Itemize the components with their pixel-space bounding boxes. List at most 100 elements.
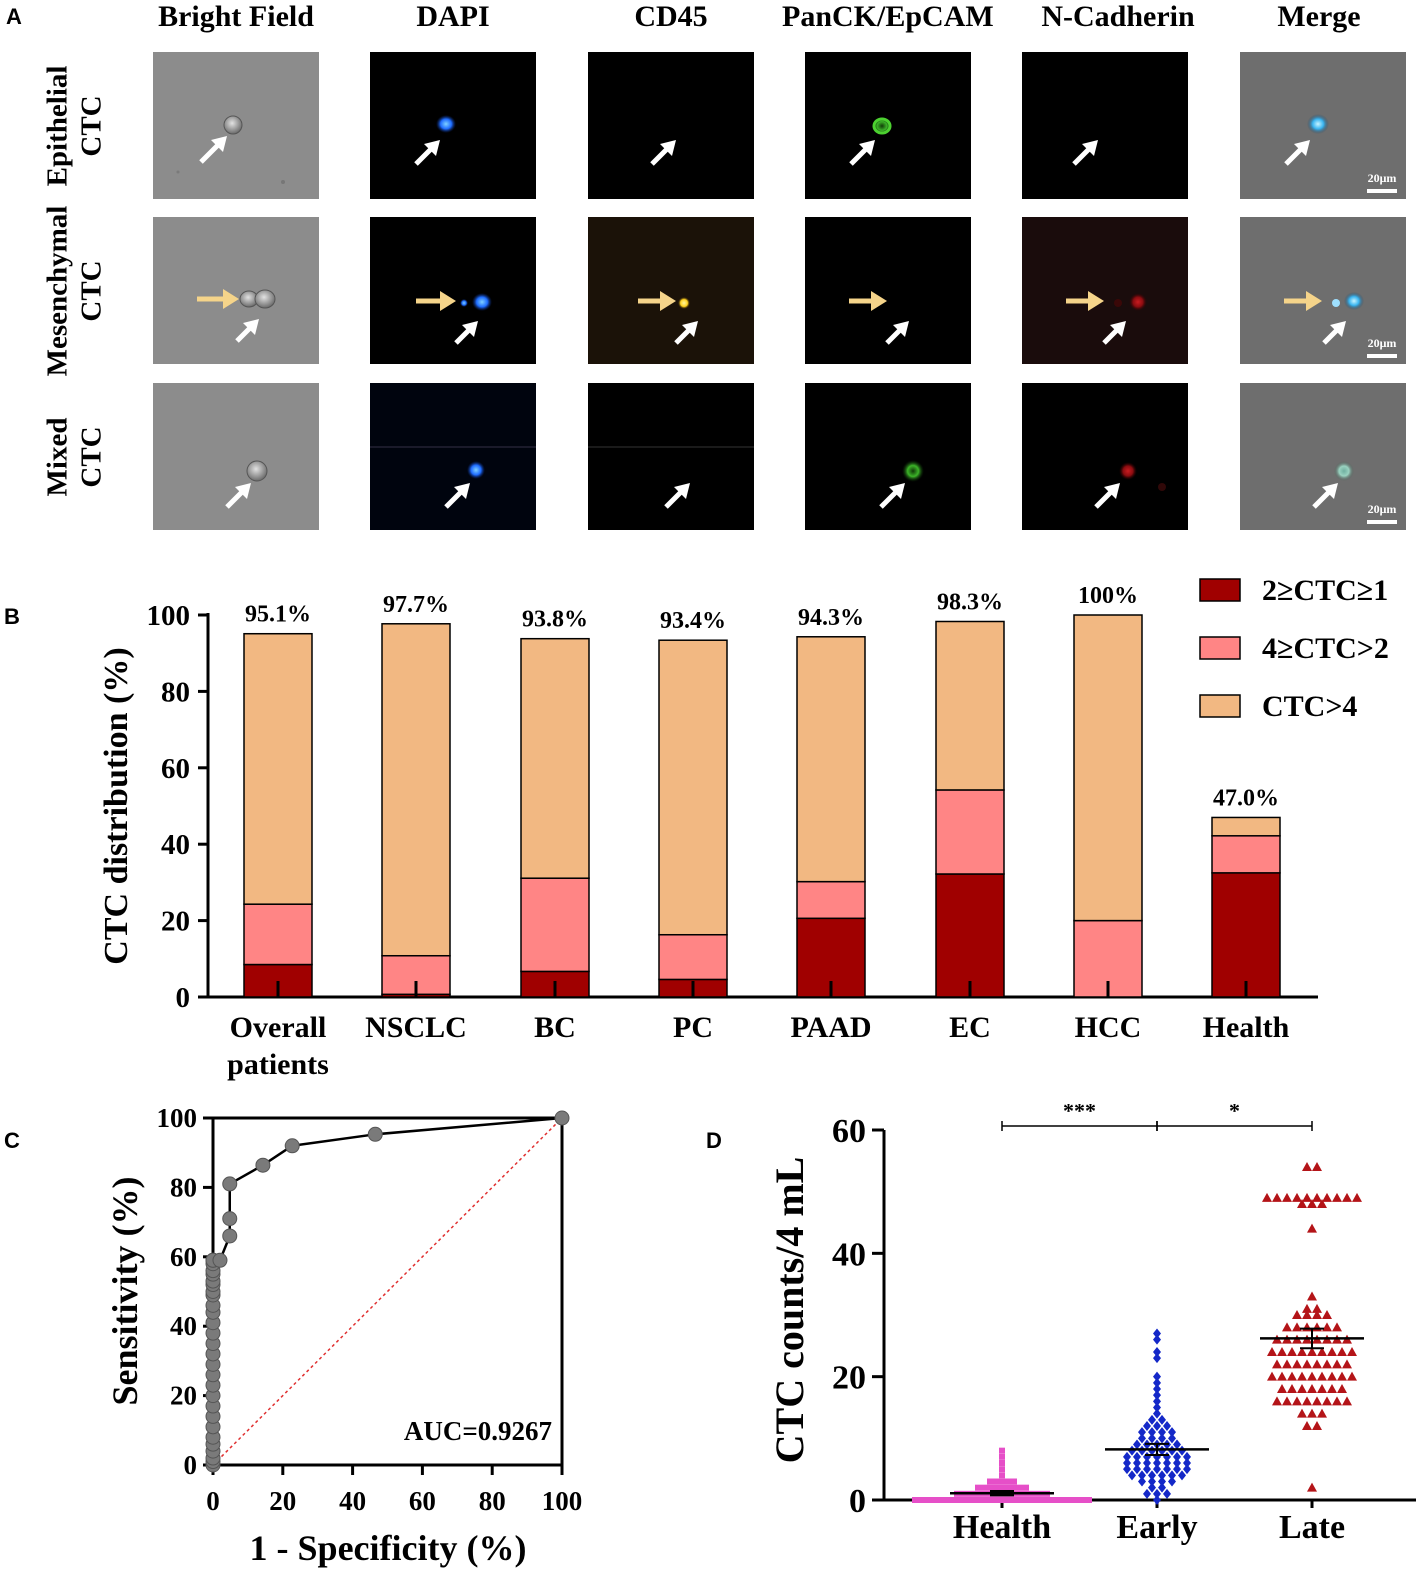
data-point xyxy=(1322,1322,1332,1332)
white-arrow-icon xyxy=(225,483,251,509)
data-point xyxy=(1307,1199,1317,1208)
data-point xyxy=(1312,1303,1322,1313)
row-label-line2: CTC xyxy=(75,94,108,157)
y-tick-label: 0 xyxy=(176,982,191,1014)
x-axis-title: 1 - Specificity (%) xyxy=(250,1528,527,1568)
data-point xyxy=(978,1497,984,1503)
data-point xyxy=(1153,1421,1161,1431)
data-point xyxy=(1337,1371,1347,1381)
micrograph-mesenchymal-panck xyxy=(805,217,971,364)
data-point xyxy=(1282,1359,1292,1369)
scale-bar-label: 20μm xyxy=(1368,502,1397,516)
data-point xyxy=(1005,1484,1011,1491)
data-point xyxy=(1153,1408,1161,1419)
white-arrow-icon xyxy=(849,140,875,166)
data-point xyxy=(1332,1322,1342,1332)
data-point xyxy=(1080,1497,1086,1503)
data-point xyxy=(1148,1414,1156,1425)
data-point xyxy=(1297,1408,1307,1418)
yellow-arrow-icon xyxy=(638,291,676,311)
x-tick-label: 20 xyxy=(269,1486,296,1516)
data-point xyxy=(1312,1162,1322,1171)
data-point xyxy=(1143,1464,1151,1475)
white-arrow-icon xyxy=(674,321,698,345)
x-category-label: Early xyxy=(1116,1509,1197,1546)
data-point xyxy=(1133,1458,1141,1468)
stacked-bar-chart: 0 20 40 60 80 100 CTC distribution (%) 95.1% Ov… xyxy=(98,574,1389,1081)
data-point xyxy=(999,1460,1005,1466)
data-point xyxy=(1307,1347,1317,1356)
significance-label: * xyxy=(1229,1104,1240,1123)
white-arrow-icon xyxy=(454,321,478,345)
data-point xyxy=(912,1497,918,1503)
data-point xyxy=(1178,1470,1186,1481)
data-point xyxy=(999,1453,1005,1460)
bar-segment xyxy=(935,873,1005,998)
white-arrow-icon xyxy=(1284,140,1310,166)
bar-total-label: 95.1% xyxy=(245,602,311,628)
data-point xyxy=(1148,1476,1156,1487)
data-point xyxy=(1183,1451,1191,1462)
data-point xyxy=(1352,1192,1362,1202)
data-point xyxy=(1011,1484,1017,1491)
y-tick-label: 80 xyxy=(161,676,190,708)
data-point xyxy=(1342,1396,1352,1406)
data-point xyxy=(1317,1199,1327,1208)
data-point xyxy=(1312,1421,1322,1430)
panel-c-letter: C xyxy=(4,1128,20,1153)
roc-point xyxy=(367,1126,383,1142)
data-point xyxy=(1302,1162,1312,1171)
x-category-label: PC xyxy=(673,1011,713,1044)
data-point xyxy=(1002,1497,1008,1503)
y-axis-title: Sensitivity (%) xyxy=(105,1177,145,1406)
data-point xyxy=(1138,1427,1146,1438)
data-point xyxy=(1302,1310,1312,1319)
white-arrow-icon xyxy=(414,140,440,166)
row-label-mesenchymal: Mesenchymal CTC xyxy=(41,205,107,376)
data-point xyxy=(1173,1451,1181,1462)
data-point xyxy=(1153,1396,1161,1407)
data-point xyxy=(1148,1482,1156,1493)
bar-segment xyxy=(1073,614,1143,922)
data-point xyxy=(1282,1192,1292,1202)
data-point xyxy=(1163,1458,1171,1468)
data-point xyxy=(1307,1223,1317,1233)
data-point xyxy=(1123,1464,1131,1475)
data-point xyxy=(1287,1384,1297,1393)
data-point xyxy=(1168,1427,1176,1438)
data-point xyxy=(1277,1384,1287,1393)
data-point xyxy=(1173,1458,1181,1468)
data-point xyxy=(1038,1497,1044,1503)
data-point xyxy=(1163,1464,1171,1475)
data-point xyxy=(1322,1192,1332,1202)
data-point xyxy=(1168,1470,1176,1481)
data-point xyxy=(1143,1451,1151,1462)
data-point xyxy=(1143,1488,1151,1499)
scale-bar-label: 20μm xyxy=(1368,171,1397,185)
micrograph-mixed-panck xyxy=(805,383,971,530)
data-point xyxy=(1148,1433,1156,1444)
bar-segment xyxy=(381,623,451,957)
roc-point xyxy=(222,1211,238,1227)
data-point xyxy=(1322,1396,1332,1406)
data-point xyxy=(1292,1359,1302,1369)
data-point xyxy=(1173,1464,1181,1475)
row-label-line1: Mesenchymal xyxy=(41,205,73,376)
data-point xyxy=(1267,1347,1277,1356)
data-point xyxy=(999,1472,1005,1479)
micrograph-mesenchymal-merge: 20μm xyxy=(1240,217,1406,364)
data-point xyxy=(1138,1433,1146,1444)
data-point xyxy=(975,1484,981,1491)
data-point xyxy=(987,1484,993,1491)
data-point xyxy=(1277,1347,1287,1356)
data-point xyxy=(1168,1476,1176,1487)
data-point xyxy=(1342,1192,1352,1202)
significance-label: *** xyxy=(1063,1104,1096,1123)
roc-point xyxy=(222,1176,238,1192)
roc-point xyxy=(554,1110,570,1126)
white-arrow-icon xyxy=(879,483,905,509)
bar-segment xyxy=(796,636,866,883)
y-tick-label: 0 xyxy=(849,1483,866,1520)
data-point xyxy=(1133,1439,1141,1450)
